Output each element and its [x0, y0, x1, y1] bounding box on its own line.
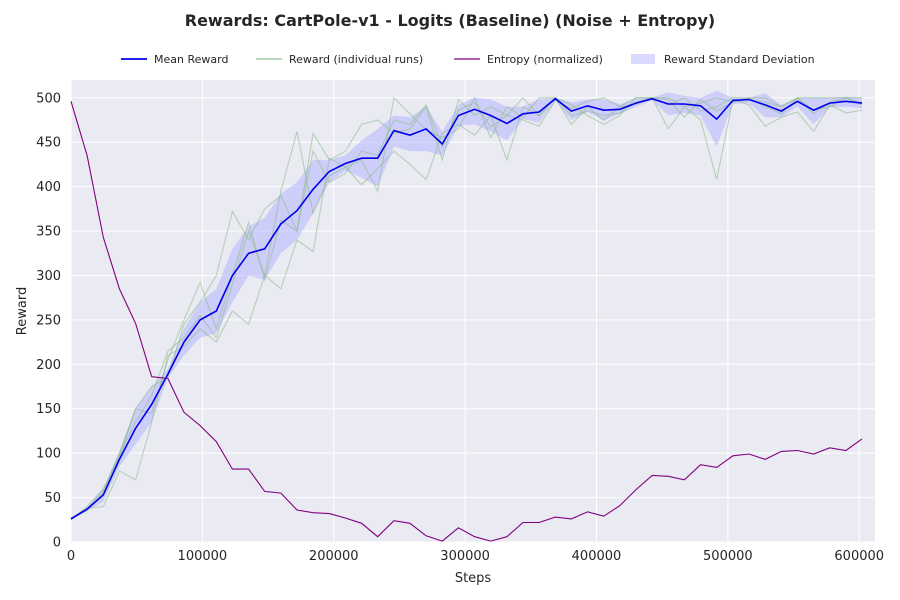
legend-label: Mean Reward — [154, 53, 228, 66]
main-series-layer — [70, 97, 863, 542]
y-tick-label: 350 — [36, 225, 61, 240]
y-tick-label: 250 — [36, 313, 61, 328]
y-tick-label: 200 — [36, 358, 61, 373]
legend: Mean Reward Reward (individual runs) Entro… — [121, 53, 815, 66]
plot-area — [71, 80, 875, 542]
x-tick-label: 200000 — [309, 549, 359, 564]
x-tick-label: 600000 — [834, 549, 884, 564]
y-tick-label: 450 — [36, 136, 61, 151]
y-tick-label: 400 — [36, 180, 61, 195]
chart-title: Rewards: CartPole-v1 - Logits (Baseline)… — [185, 11, 716, 30]
x-axis-ticks: 0 100000 200000 300000 400000 500000 600000 — [67, 549, 884, 564]
individual-run-line — [70, 96, 862, 521]
individual-run-line — [70, 96, 863, 520]
mean-reward-line — [70, 97, 863, 520]
x-axis-label: Steps — [455, 571, 492, 586]
y-tick-label: 0 — [53, 536, 61, 551]
x-tick-label: 100000 — [178, 549, 228, 564]
x-tick-label: 300000 — [440, 549, 490, 564]
x-tick-label: 0 — [67, 549, 75, 564]
legend-swatch — [631, 54, 655, 64]
y-tick-label: 150 — [36, 402, 61, 417]
entropy-normalized-line — [70, 101, 863, 542]
individual-run-line — [70, 97, 863, 520]
y-axis-label: Reward — [15, 287, 30, 335]
std-band — [71, 90, 862, 520]
y-tick-label: 50 — [44, 491, 61, 506]
x-tick-label: 500000 — [703, 549, 753, 564]
legend-label: Reward (individual runs) — [289, 53, 423, 66]
std-band-layer — [71, 90, 862, 520]
legend-label: Reward Standard Deviation — [664, 53, 815, 66]
y-tick-label: 300 — [36, 269, 61, 284]
y-axis-ticks: 0 50 100 150 200 250 300 350 400 450 500 — [36, 91, 61, 550]
legend-label: Entropy (normalized) — [487, 53, 603, 66]
y-tick-label: 500 — [36, 91, 61, 106]
x-tick-label: 400000 — [572, 549, 622, 564]
y-tick-label: 100 — [36, 447, 61, 462]
